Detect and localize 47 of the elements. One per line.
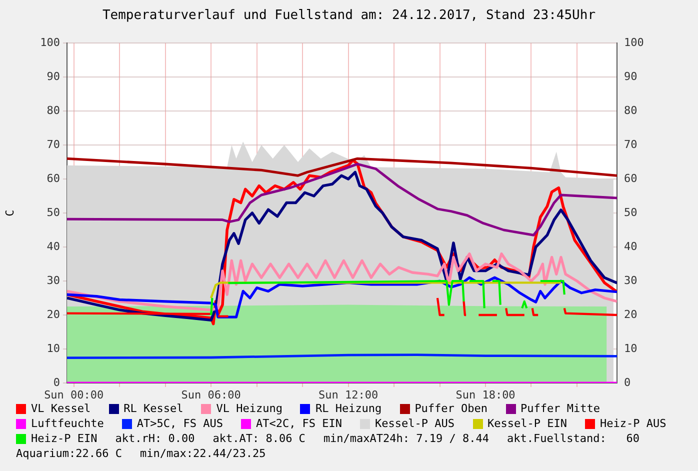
y-tick-label: 20 (46, 308, 60, 321)
y2-tick-label: 50 (624, 206, 638, 219)
legend-label: RL Kessel (122, 402, 184, 415)
y-tick-label: 50 (46, 206, 60, 219)
y2-tick-label: 0 (624, 376, 631, 389)
legend-label: Puffer Oben (414, 402, 488, 415)
x-tick-label: Sun 12:00 (318, 388, 378, 402)
text: akt.AT: 8.06 C (212, 432, 306, 445)
y2-tick-label: 70 (624, 138, 638, 151)
legend-label: Heiz-P AUS (599, 417, 666, 430)
legend-label: Luftfeuchte (30, 417, 104, 430)
legend-label: Puffer Mitte (520, 402, 600, 415)
legend-label: Kessel-P EIN (486, 417, 568, 430)
legend-label: AT>5C, FS AUS (136, 417, 223, 430)
y2-tick-label: 40 (624, 240, 638, 253)
y2-tick-label: 30 (624, 274, 638, 287)
text: akt.Fuellstand: 60 (507, 432, 640, 445)
legend-label: Kessel-P AUS (374, 417, 455, 430)
y-tick-label: 60 (46, 172, 60, 185)
y2-tick-label: 60 (624, 172, 638, 185)
text: min/max:22.44/23.25 (140, 447, 266, 460)
y-tick-label: 10 (46, 342, 60, 355)
y2-tick-label: 10 (624, 342, 638, 355)
y-tick-label: 90 (46, 70, 60, 83)
legend-label: VL Heizung (215, 402, 282, 415)
x-tick-label: Sun 00:00 (44, 388, 104, 402)
y-tick-label: 70 (46, 138, 60, 151)
chart-title: Temperaturverlauf und Fuellstand am: 24.12.2017, Stand 23:45Uhr (101, 8, 597, 23)
y2-tick-label: 100 (624, 36, 644, 49)
y-tick-label: 0 (53, 376, 60, 389)
text: Aquarium:22.66 C (16, 447, 122, 460)
legend-label: Heiz-P EIN (30, 432, 98, 445)
x-tick-label: Sun 06:00 (181, 388, 241, 402)
y-tick-label: 80 (46, 104, 60, 117)
y2-tick-label: 80 (624, 104, 638, 117)
text: akt.rH: 0.00 (115, 432, 195, 445)
x-tick-label: Sun 18:00 (456, 388, 516, 402)
y-tick-label: 40 (46, 240, 60, 253)
y-tick-label: 100 (40, 36, 60, 49)
text: min/maxAT24h: 7.19 / 8.44 (323, 432, 490, 445)
legend-label: RL Heizung (314, 402, 382, 415)
y-axis-title: C (3, 210, 16, 216)
y2-tick-label: 90 (624, 70, 638, 83)
y-tick-label: 30 (46, 274, 60, 287)
legend-label: AT<2C, FS EIN (254, 417, 342, 430)
y2-tick-label: 20 (624, 308, 638, 321)
legend-label: VL Kessel (30, 402, 91, 415)
